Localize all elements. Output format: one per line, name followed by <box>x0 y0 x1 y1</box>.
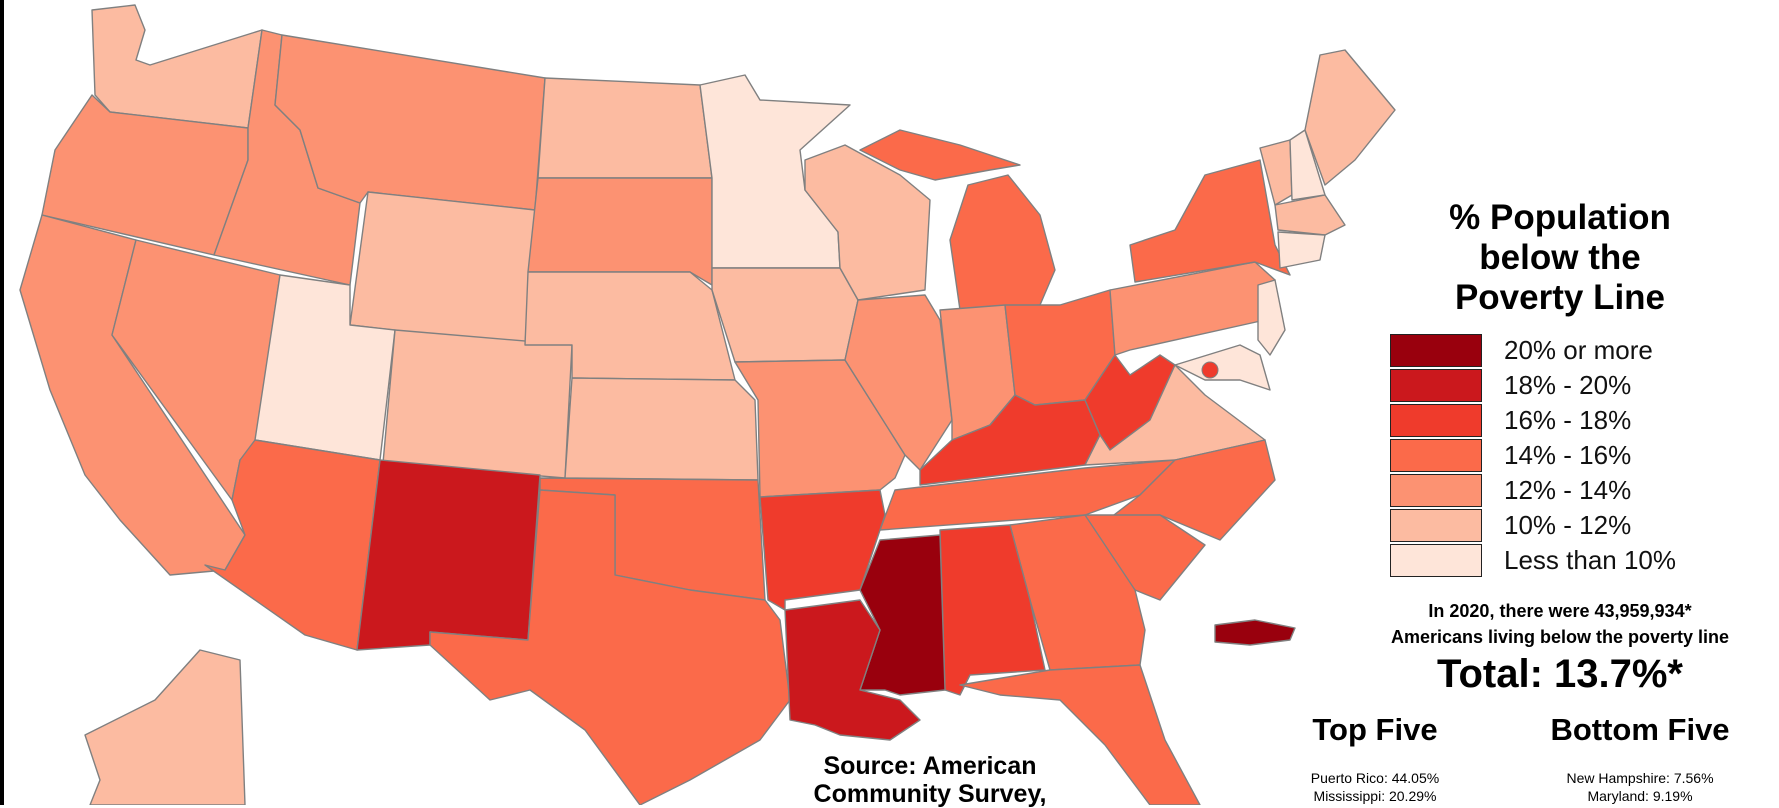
legend-swatch <box>1390 509 1482 542</box>
legend-row: 12% - 14% <box>1390 473 1676 508</box>
state-michigan-up <box>859 129 1021 181</box>
state-massachusetts <box>1274 194 1346 236</box>
source-line-2: Community Survey, <box>813 780 1047 808</box>
top-five-item: Puerto Rico: 44.05% <box>1310 770 1440 786</box>
top-five-heading: Top Five <box>1312 712 1438 747</box>
state-georgia <box>1009 514 1146 671</box>
legend-row: 16% - 18% <box>1390 403 1676 438</box>
bottom-five-heading: Bottom Five <box>1550 712 1730 747</box>
state-new-york <box>1129 159 1291 283</box>
state-new-mexico <box>356 459 541 651</box>
legend-label: 20% or more <box>1504 335 1653 365</box>
legend-title-line2: below the <box>1479 238 1641 277</box>
state-connecticut-ri <box>1277 231 1326 269</box>
left-border <box>0 0 4 805</box>
legend-label: 16% - 18% <box>1504 405 1632 435</box>
state-wyoming <box>349 191 536 346</box>
legend-label: Less than 10% <box>1504 545 1677 575</box>
territory-puerto-rico <box>1214 619 1296 646</box>
legend-row: 18% - 20% <box>1390 368 1676 403</box>
legend-row: 14% - 16% <box>1390 438 1676 473</box>
stat-line-1: In 2020, there were 43,959,934* <box>1428 601 1692 621</box>
state-florida <box>959 664 1201 805</box>
legend-row: 20% or more <box>1390 333 1676 368</box>
source-note: Source: American Community Survey, <box>760 752 1100 808</box>
state-illinois <box>844 294 953 471</box>
state-south-dakota <box>527 177 713 286</box>
state-new-jersey <box>1257 279 1286 356</box>
legend-label: 18% - 20% <box>1504 370 1632 400</box>
legend-label: 10% - 12% <box>1504 510 1632 540</box>
state-louisiana <box>784 599 921 741</box>
legend: 20% or more 18% - 20% 16% - 18% 14% - 16… <box>1390 333 1676 578</box>
state-north-dakota <box>537 77 713 179</box>
stat-line-2: Americans living below the poverty line <box>1390 627 1730 647</box>
state-alabama <box>939 524 1046 696</box>
state-washington <box>91 4 263 129</box>
dc-dot <box>1201 361 1219 379</box>
legend-swatch <box>1390 544 1482 577</box>
legend-title-line3: Poverty Line <box>1454 278 1666 317</box>
legend-swatch <box>1390 334 1482 367</box>
legend-swatch <box>1390 474 1482 507</box>
bottom-five-item: Maryland: 9.19% <box>1587 788 1693 804</box>
total-percentage: Total: 13.7%* <box>1437 652 1683 696</box>
state-texas <box>429 489 791 805</box>
legend-row: Less than 10% <box>1390 543 1676 578</box>
legend-swatch <box>1390 404 1482 437</box>
legend-swatch <box>1390 369 1482 402</box>
state-maryland-delaware <box>1174 344 1271 391</box>
state-iowa <box>711 267 859 363</box>
legend-swatch <box>1390 439 1482 472</box>
state-wisconsin <box>804 144 931 301</box>
state-colorado <box>382 329 573 479</box>
bottom-five-item: New Hampshire: 7.56% <box>1566 770 1714 786</box>
legend-title: % Population below the Poverty Line <box>1380 198 1740 318</box>
legend-label: 12% - 14% <box>1504 475 1632 505</box>
state-kansas <box>564 377 759 481</box>
state-mississippi <box>859 534 946 696</box>
top-five-item: Mississippi: 20.29% <box>1313 788 1437 804</box>
state-alaska <box>84 649 246 805</box>
state-arkansas <box>759 489 886 611</box>
legend-label: 14% - 16% <box>1504 440 1632 470</box>
state-maine <box>1304 49 1396 186</box>
state-michigan-lp <box>949 174 1056 311</box>
source-line-1: Source: American <box>823 752 1037 780</box>
legend-row: 10% - 12% <box>1390 508 1676 543</box>
legend-title-line1: % Population <box>1449 198 1671 237</box>
